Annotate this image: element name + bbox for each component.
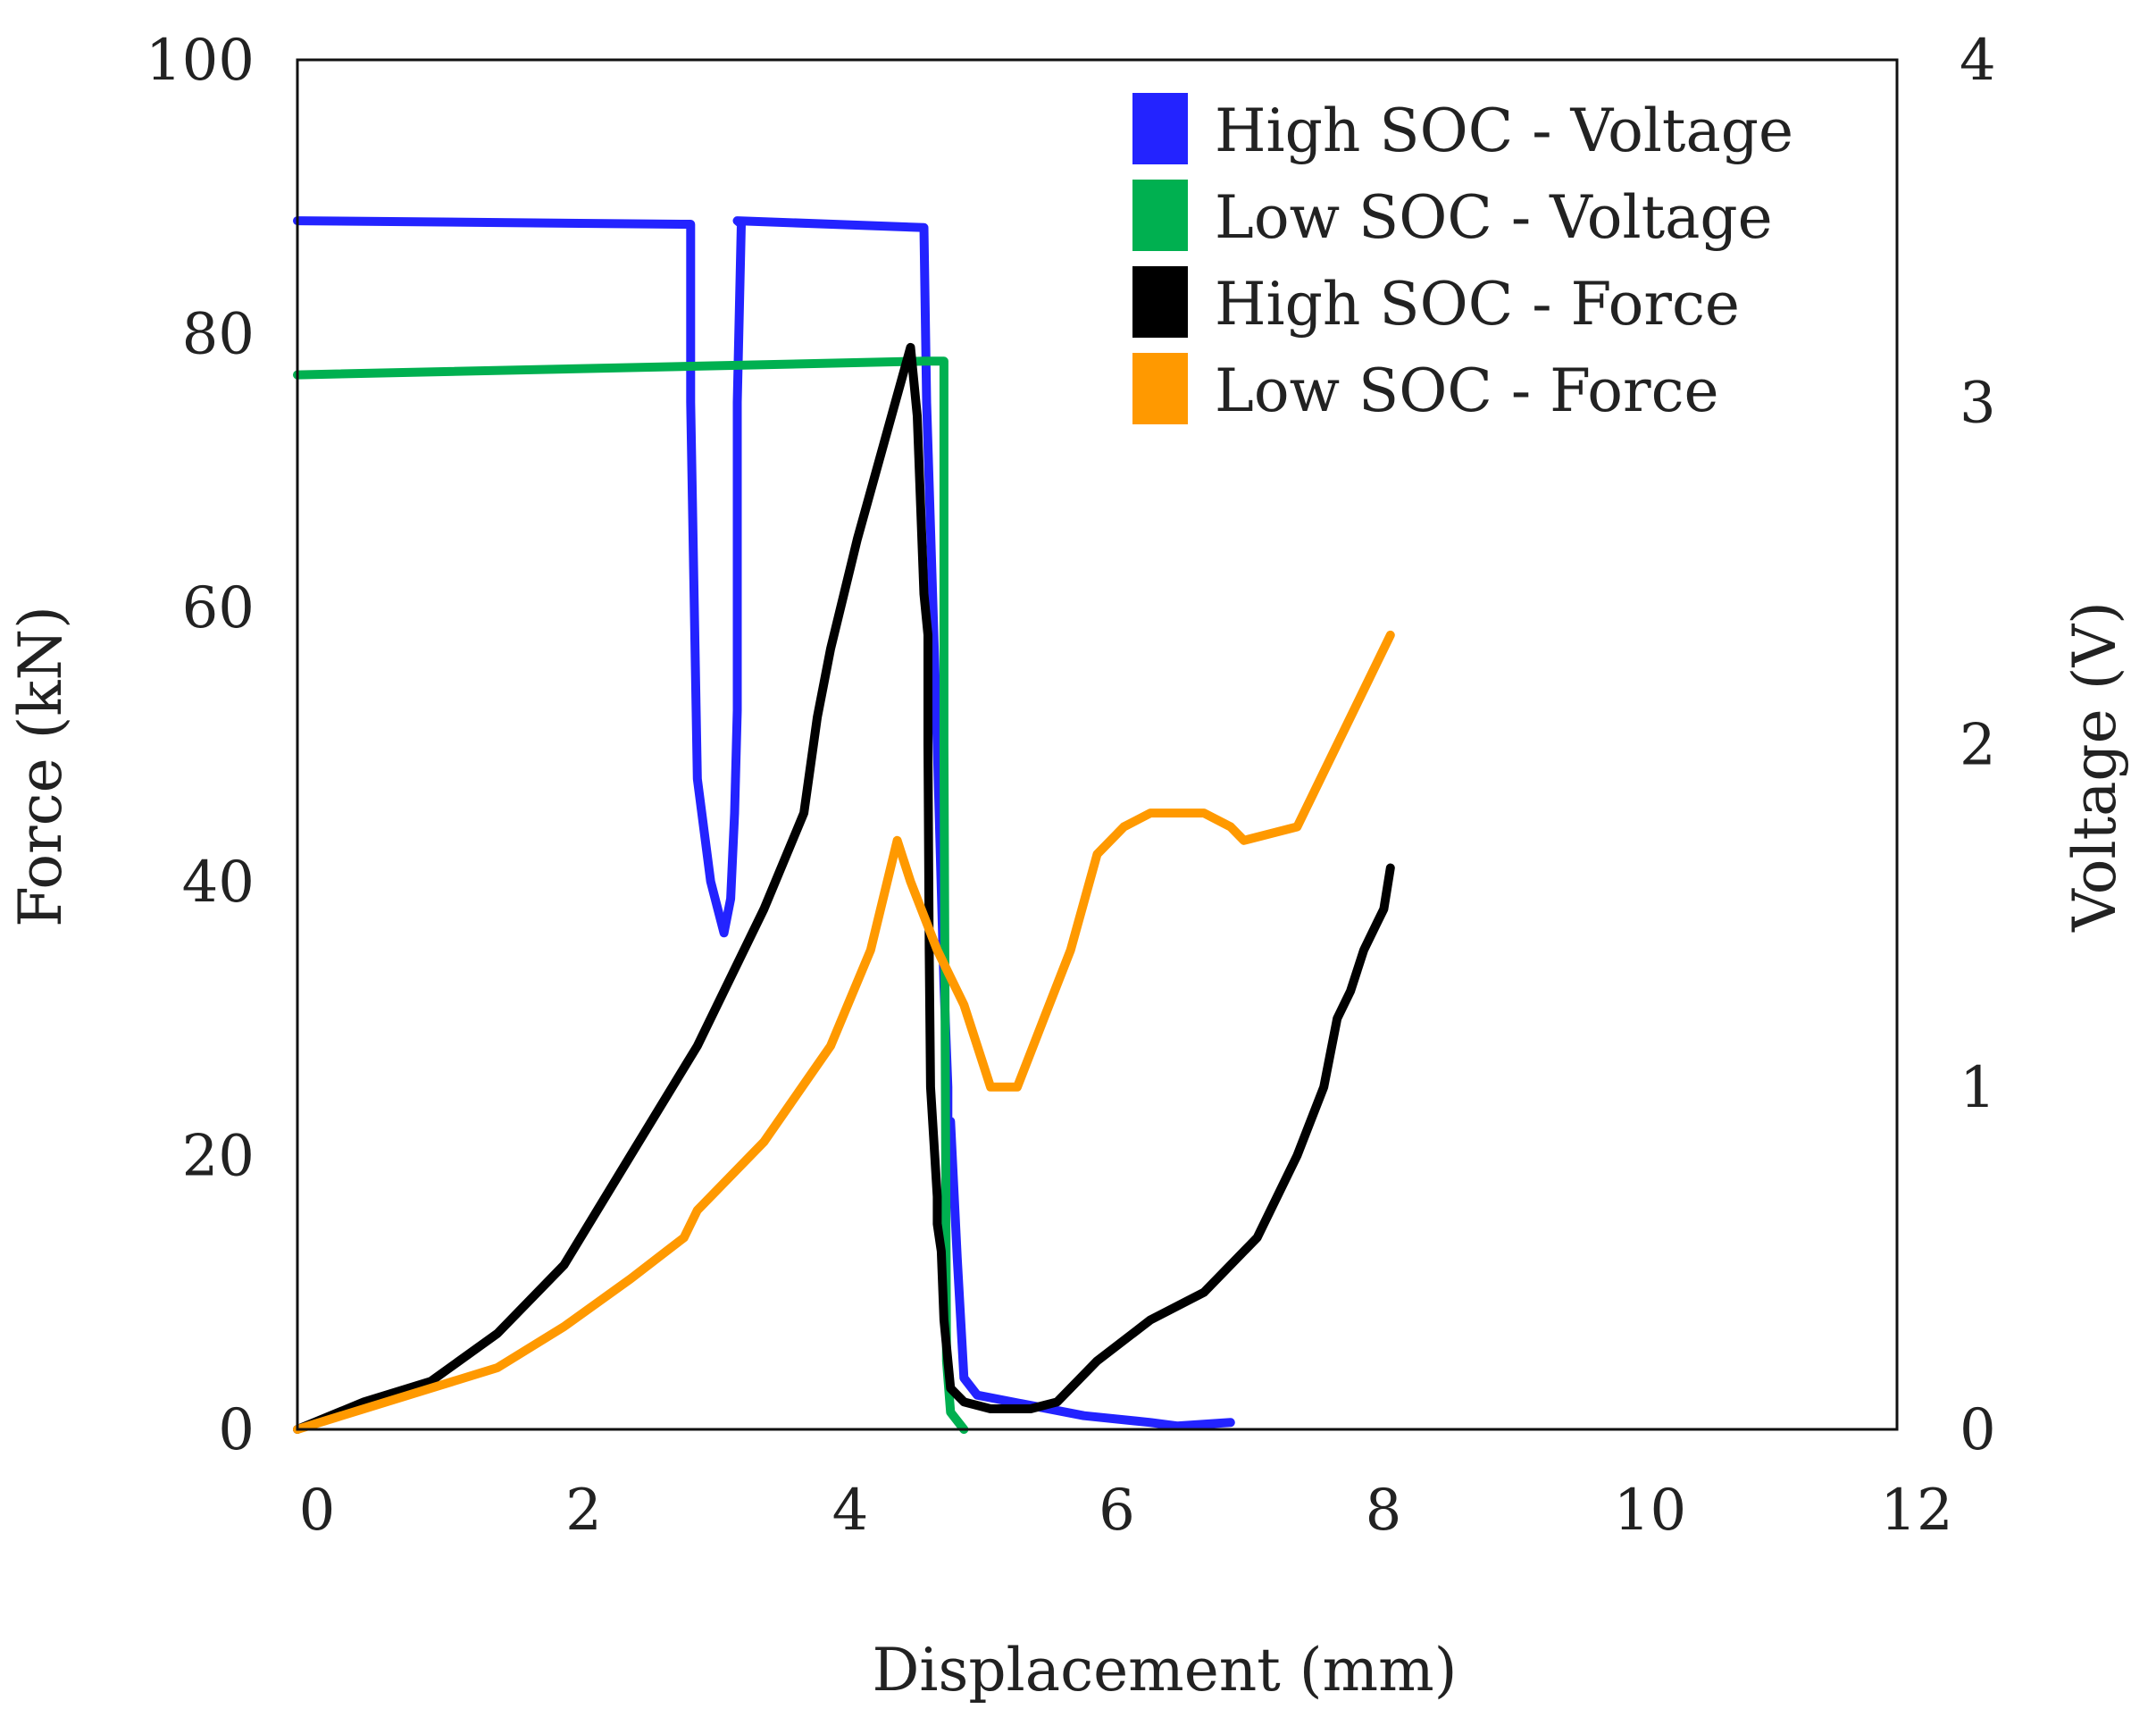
x-tick-label: 12 <box>1880 1478 1952 1544</box>
y-tick-label: 40 <box>182 850 255 916</box>
series-layer <box>293 216 1395 1434</box>
x-tick-label: 6 <box>1099 1478 1135 1544</box>
legend-swatch-high-soc-force <box>1132 266 1188 338</box>
series-line-high-soc-force <box>293 342 1395 1434</box>
y2-axis-label: Voltage (V) <box>2060 601 2129 933</box>
legend-swatch-low-soc-force <box>1132 353 1188 424</box>
x-axis-label: Displacement (mm) <box>873 1636 1458 1705</box>
series-line-low-soc-force <box>293 630 1395 1434</box>
legend-label-high-soc-voltage: High SOC - Voltage <box>1215 96 1793 165</box>
x-tick-label: 10 <box>1614 1478 1686 1544</box>
y-tick-label: 60 <box>182 575 255 641</box>
legend-label-low-soc-voltage: Low SOC - Voltage <box>1215 183 1773 252</box>
legend: High SOC - Voltage Low SOC - Voltage High … <box>1132 93 1793 425</box>
legend-label-low-soc-force: Low SOC - Force <box>1215 356 1719 425</box>
plot-frame <box>296 58 1899 1431</box>
y-tick-label: 100 <box>146 28 255 94</box>
x-tick-label: 0 <box>299 1478 336 1544</box>
y2-tick-label: 0 <box>1960 1397 1996 1463</box>
y2-tick-label: 1 <box>1960 1055 1996 1121</box>
x-tick-label: 4 <box>832 1478 869 1544</box>
y-tick-label: 20 <box>182 1123 255 1189</box>
y-tick-label: 80 <box>182 302 255 368</box>
x-axis-ticks: 0 2 4 6 8 10 12 <box>299 1478 1953 1544</box>
y2-tick-label: 2 <box>1960 713 1996 779</box>
y2-tick-label: 3 <box>1960 370 1996 436</box>
legend-swatch-low-soc-voltage <box>1132 180 1188 251</box>
y-axis-label: Force (kN) <box>6 606 75 927</box>
x-tick-label: 8 <box>1366 1478 1402 1544</box>
x-tick-label: 2 <box>565 1478 602 1544</box>
y2-tick-label: 4 <box>1960 28 1996 94</box>
legend-label-high-soc-force: High SOC - Force <box>1215 270 1740 339</box>
left-axis-ticks: 0 20 40 60 80 100 <box>146 28 255 1463</box>
legend-swatch-high-soc-voltage <box>1132 93 1188 164</box>
right-axis-ticks: 0 1 2 3 4 <box>1960 28 1996 1463</box>
y-tick-label: 0 <box>218 1397 255 1463</box>
series-line-high-soc-voltage <box>293 216 1235 1431</box>
series-line-low-soc-voltage <box>293 356 969 1434</box>
